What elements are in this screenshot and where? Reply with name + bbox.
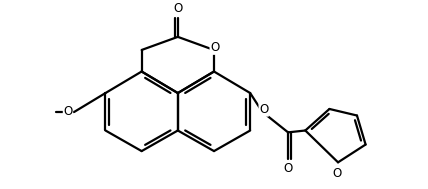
Text: O: O [210,41,220,54]
Text: O: O [63,105,73,118]
Text: O: O [259,103,268,116]
Text: O: O [173,2,182,15]
Text: O: O [283,162,293,174]
Text: O: O [332,167,342,180]
